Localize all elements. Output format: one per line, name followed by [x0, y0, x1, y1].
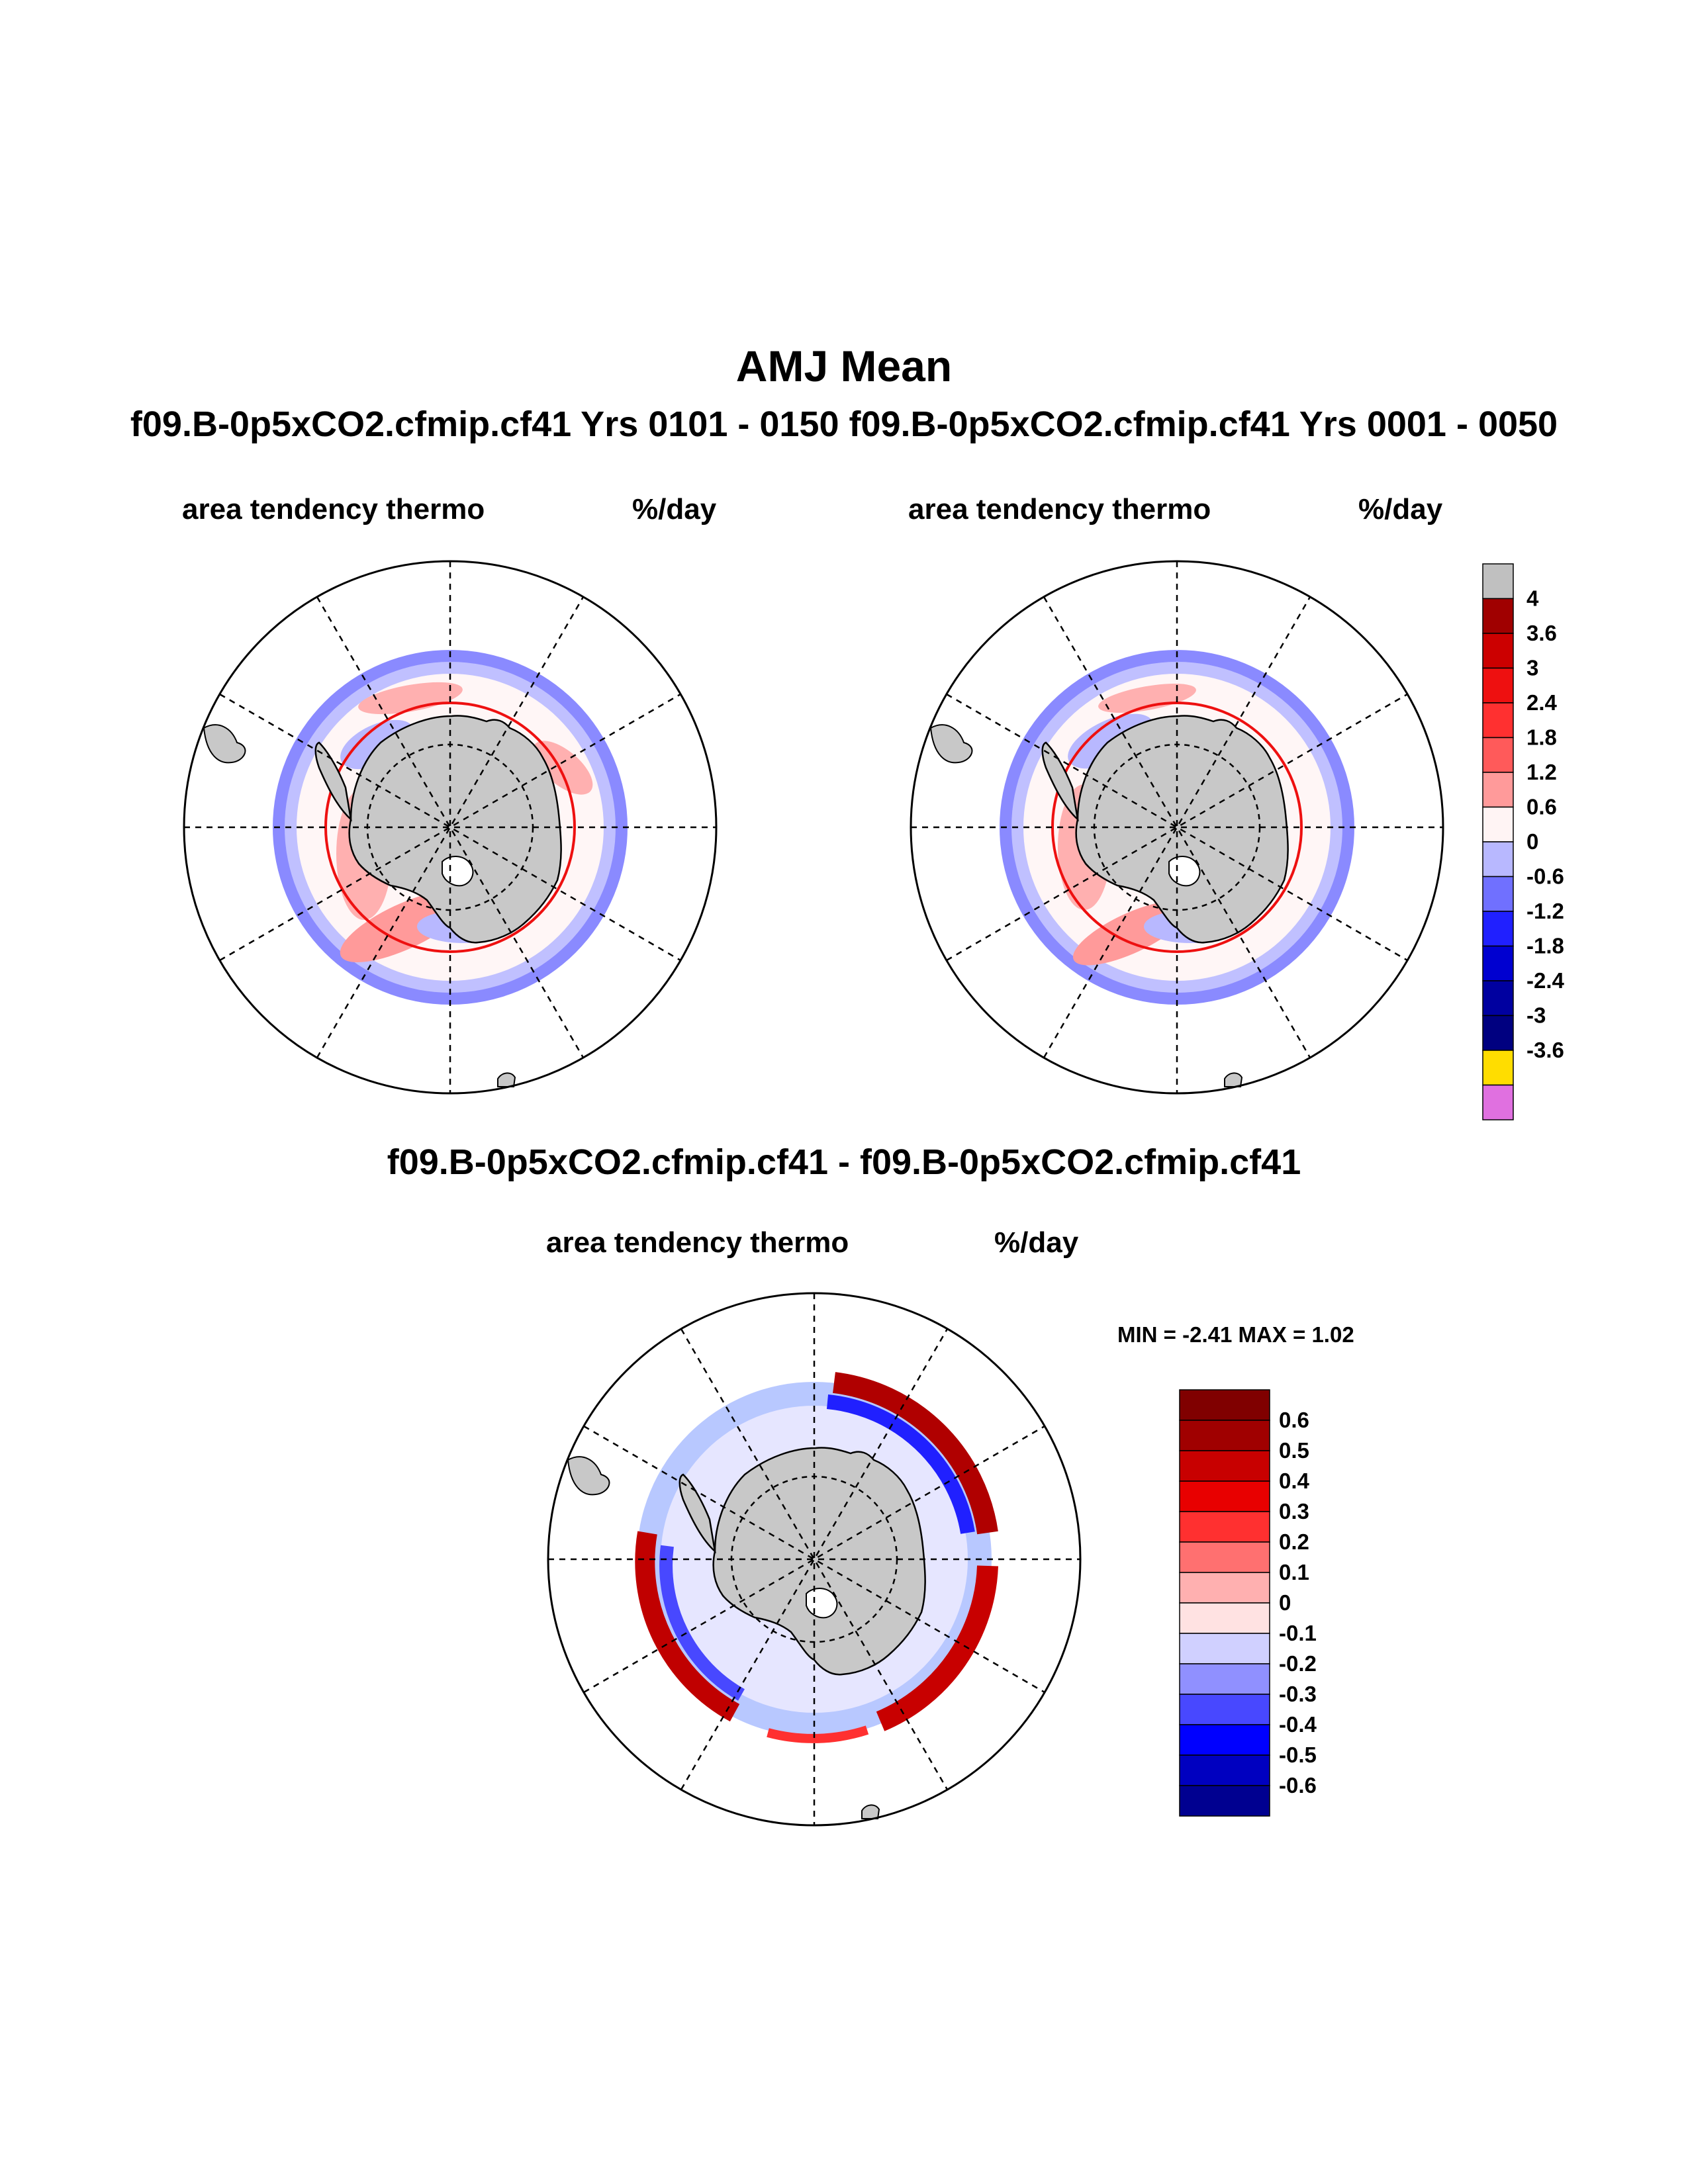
- colorbar-top-swatch: [1482, 1084, 1514, 1120]
- colorbar-top-swatch: [1482, 667, 1514, 704]
- colorbar-diff-label: -0.6: [1279, 1773, 1317, 1797]
- diff-positive-band-west: [635, 1531, 740, 1722]
- colorbar-diff-label: 0.1: [1279, 1560, 1309, 1584]
- colorbar-diff-label: -0.1: [1279, 1621, 1317, 1645]
- colorbar-top-label: 2.4: [1526, 690, 1558, 715]
- colorbar-top-swatch: [1482, 737, 1514, 773]
- colorbar-diff-label: 0.6: [1279, 1408, 1309, 1432]
- panel1-map-frame: [183, 560, 718, 1095]
- colorbar-diff-swatch: [1179, 1694, 1270, 1725]
- colorbar-top-swatch: [1482, 702, 1514, 739]
- colorbar-top-swatch: [1482, 772, 1514, 808]
- panel1-coastal-red-contour: [324, 702, 576, 953]
- colorbar-diff-label: 0.3: [1279, 1499, 1309, 1524]
- min-max-readout: MIN = -2.41 MAX = 1.02: [1117, 1322, 1354, 1347]
- colorbar-top-swatch: [1482, 806, 1514, 842]
- colorbar-diff-label: 0: [1279, 1590, 1291, 1615]
- panel2-map: [910, 560, 1444, 1095]
- panel2-units-label: %/day: [1358, 493, 1443, 525]
- colorbar-top-label: 4: [1526, 586, 1539, 611]
- colorbar-top: 4 3.6 3 2.4 1.8 1.2 0.6 0 -0.6 -1.2 -1.8 -2.4 -3 -3.6: [1482, 563, 1565, 1120]
- panel1-map: [183, 560, 718, 1095]
- colorbar-diff-label: -0.3: [1279, 1682, 1317, 1706]
- colorbar-top-label: 3.6: [1526, 621, 1557, 645]
- panel2-south-america: [929, 724, 973, 764]
- diff-positive-band-east: [833, 1372, 998, 1535]
- colorbar-top-label: 0.6: [1526, 795, 1557, 819]
- diff-south-america: [567, 1456, 610, 1496]
- colorbar-diff-swatch: [1179, 1541, 1270, 1573]
- colorbar-top-label: -0.6: [1526, 864, 1564, 889]
- colorbar-top-label: -3.6: [1526, 1038, 1564, 1062]
- panel1-south-america: [203, 724, 246, 764]
- colorbar-diff-swatch: [1179, 1450, 1270, 1482]
- colorbar-diff-swatch: [1179, 1754, 1270, 1786]
- colorbar-diff-swatch: [1179, 1480, 1270, 1512]
- figure-title: AMJ Mean: [735, 341, 953, 390]
- colorbar-top-swatch: [1482, 563, 1514, 600]
- colorbar-diff-swatch: [1179, 1420, 1270, 1451]
- panel2-variable-label: area tendency thermo: [908, 493, 1211, 525]
- colorbar-difference: 0.6 0.5 0.4 0.3 0.2 0.1 0 -0.1 -0.2 -0.3 -0.4 -0.5 -…: [1179, 1389, 1317, 1817]
- colorbar-top-swatch: [1482, 598, 1514, 634]
- colorbar-diff-label: 0.4: [1279, 1469, 1310, 1493]
- colorbar-top-swatch: [1482, 841, 1514, 878]
- diff-map: [547, 1292, 1082, 1827]
- colorbar-top-swatch: [1482, 876, 1514, 912]
- diff-graticule: [548, 1293, 1080, 1825]
- colorbar-diff-label: -0.5: [1279, 1743, 1317, 1767]
- colorbar-top-label: -1.8: [1526, 934, 1564, 958]
- colorbar-top-label: 3: [1526, 656, 1538, 680]
- colorbar-top-swatch: [1482, 980, 1514, 1017]
- colorbar-diff-label: 0.2: [1279, 1529, 1309, 1554]
- colorbar-diff-swatch: [1179, 1572, 1270, 1604]
- difference-title: f09.B-0p5xCO2.cfmip.cf41 - f09.B-0p5xCO2…: [387, 1142, 1301, 1182]
- colorbar-diff-swatch: [1179, 1724, 1270, 1756]
- diff-units-label: %/day: [994, 1226, 1079, 1259]
- colorbar-top-label: 0: [1526, 829, 1538, 854]
- colorbar-top-swatch: [1482, 945, 1514, 981]
- colorbar-top-swatch: [1482, 1050, 1514, 1086]
- colorbar-diff-label: 0.5: [1279, 1438, 1309, 1463]
- colorbar-diff-swatch: [1179, 1633, 1270, 1664]
- diff-variable-label: area tendency thermo: [546, 1226, 849, 1259]
- colorbar-top-label: -2.4: [1526, 968, 1565, 993]
- diff-negative-band: [826, 1394, 975, 1534]
- colorbar-diff-swatch: [1179, 1663, 1270, 1695]
- colorbar-diff-swatch: [1179, 1785, 1270, 1817]
- colorbar-top-label: 1.8: [1526, 725, 1557, 750]
- panel2-coastal-red-contour: [1051, 702, 1303, 953]
- colorbar-top-swatch: [1482, 1015, 1514, 1051]
- panel2-map-frame: [910, 560, 1444, 1095]
- colorbar-top-label: -3: [1526, 1003, 1546, 1028]
- figure-subtitle: f09.B-0p5xCO2.cfmip.cf41 Yrs 0101 - 0150…: [130, 404, 1558, 444]
- colorbar-diff-swatch: [1179, 1389, 1270, 1421]
- colorbar-diff-swatch: [1179, 1602, 1270, 1634]
- colorbar-top-label: -1.2: [1526, 899, 1564, 923]
- colorbar-top-label: 1.2: [1526, 760, 1557, 784]
- colorbar-top-swatch: [1482, 911, 1514, 947]
- panel1-units-label: %/day: [632, 493, 717, 525]
- panel2-graticule: [911, 561, 1443, 1093]
- diff-map-frame: [547, 1292, 1082, 1827]
- colorbar-diff-label: -0.4: [1279, 1712, 1317, 1737]
- colorbar-diff-swatch: [1179, 1511, 1270, 1543]
- colorbar-diff-label: -0.2: [1279, 1651, 1317, 1676]
- panel1-variable-label: area tendency thermo: [182, 493, 485, 525]
- colorbar-top-swatch: [1482, 633, 1514, 669]
- panel1-graticule: [184, 561, 716, 1093]
